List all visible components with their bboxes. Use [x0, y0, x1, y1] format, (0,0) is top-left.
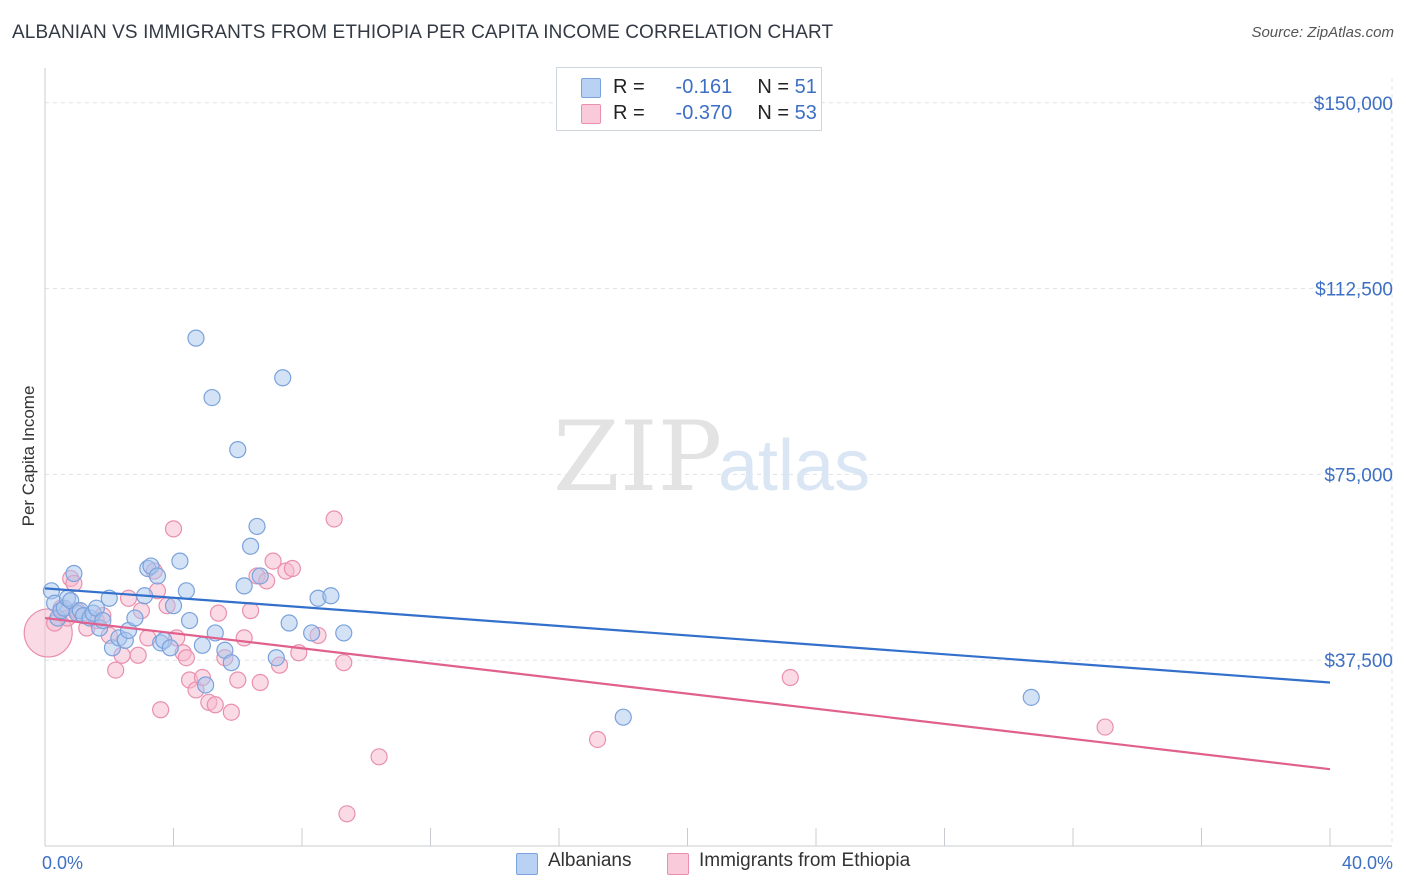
data-point: [264, 552, 282, 570]
data-point: [274, 369, 292, 387]
y-tick-label: $37,500: [1324, 651, 1393, 672]
trend-line-2: [44, 616, 1331, 771]
data-point: [229, 441, 247, 459]
source-credit: Source: ZipAtlas.com: [1251, 24, 1394, 41]
correlation-legend: R = -0.161 N = 51 R = -0.370 N = 53: [556, 67, 822, 131]
r-label: R =: [613, 102, 645, 124]
data-point: [781, 668, 799, 687]
data-point: [129, 646, 147, 664]
data-point: [322, 587, 340, 605]
data-point: [229, 671, 247, 689]
data-point: [283, 559, 301, 578]
data-point: [119, 589, 138, 607]
data-point: [222, 703, 240, 721]
n-value: 53: [794, 102, 817, 124]
data-point: [152, 701, 170, 719]
legend-text-albanians: R = -0.161 N = 51: [613, 76, 817, 99]
data-point: [267, 649, 285, 667]
legend-swatch-albanians: [516, 853, 538, 875]
legend-swatch-ethiopia: [581, 104, 601, 124]
chart-title: ALBANIAN VS IMMIGRANTS FROM ETHIOPIA PER…: [12, 22, 834, 43]
legend-label-albanians: Albanians: [548, 850, 632, 871]
data-point: [242, 537, 260, 555]
data-point: [251, 673, 269, 692]
y-tick-label: $112,500: [1315, 280, 1393, 301]
r-label: R =: [613, 76, 645, 98]
legend-swatch-albanians: [581, 78, 601, 98]
data-point: [164, 597, 183, 615]
x-tick-label-max: 40.0%: [1342, 853, 1393, 873]
data-point: [1096, 718, 1114, 736]
data-point: [197, 676, 215, 694]
data-point: [209, 604, 228, 622]
trend-line-1: [44, 587, 1331, 684]
series-albanians-points: [42, 329, 1040, 726]
trend-lines: [44, 587, 1331, 771]
axis-labels: $37,500 $75,000 $112,500 $150,000 0.0% 40.0% P…: [19, 94, 1393, 873]
legend-swatch-ethiopia: [667, 853, 689, 875]
data-point: [171, 552, 189, 570]
data-point: [614, 708, 632, 726]
data-point: [335, 654, 353, 672]
data-point: [193, 636, 212, 654]
data-point: [235, 577, 253, 595]
r-value: -0.161: [675, 76, 733, 98]
data-point: [187, 329, 205, 347]
legend-text-ethiopia: R = -0.370 N = 53: [613, 102, 817, 125]
data-point: [370, 748, 388, 766]
data-point: [303, 624, 321, 642]
watermark-atlas: atlas: [718, 426, 870, 506]
data-point: [148, 567, 167, 585]
data-point: [65, 564, 83, 583]
axes: [44, 68, 1392, 847]
data-point: [164, 520, 183, 538]
data-point: [325, 510, 343, 528]
data-point: [203, 388, 221, 407]
data-point: [248, 517, 266, 536]
y-axis-title: Per Capita Income: [19, 386, 38, 527]
data-point: [222, 654, 240, 672]
data-point: [126, 609, 144, 627]
legend-label-ethiopia: Immigrants from Ethiopia: [699, 850, 911, 871]
y-tick-label: $150,000: [1314, 94, 1393, 115]
data-point: [335, 624, 353, 642]
data-point: [206, 696, 224, 714]
data-point: [177, 649, 195, 667]
watermark-zip: ZIP: [553, 401, 722, 513]
data-point: [235, 629, 253, 647]
r-value: -0.370: [675, 102, 733, 124]
data-point: [1022, 688, 1040, 706]
x-tick-label-min: 0.0%: [42, 853, 83, 873]
data-point: [180, 611, 199, 630]
n-label: N =: [757, 102, 790, 124]
data-point: [588, 730, 607, 749]
y-tick-label: $75,000: [1324, 465, 1393, 486]
data-point: [251, 567, 269, 585]
n-value: 51: [794, 76, 817, 98]
data-point: [242, 602, 260, 620]
data-point: [177, 582, 195, 600]
data-point: [338, 805, 356, 823]
data-point: [161, 639, 179, 657]
data-point: [280, 614, 298, 632]
data-point: [107, 661, 125, 679]
n-label: N =: [757, 76, 790, 98]
